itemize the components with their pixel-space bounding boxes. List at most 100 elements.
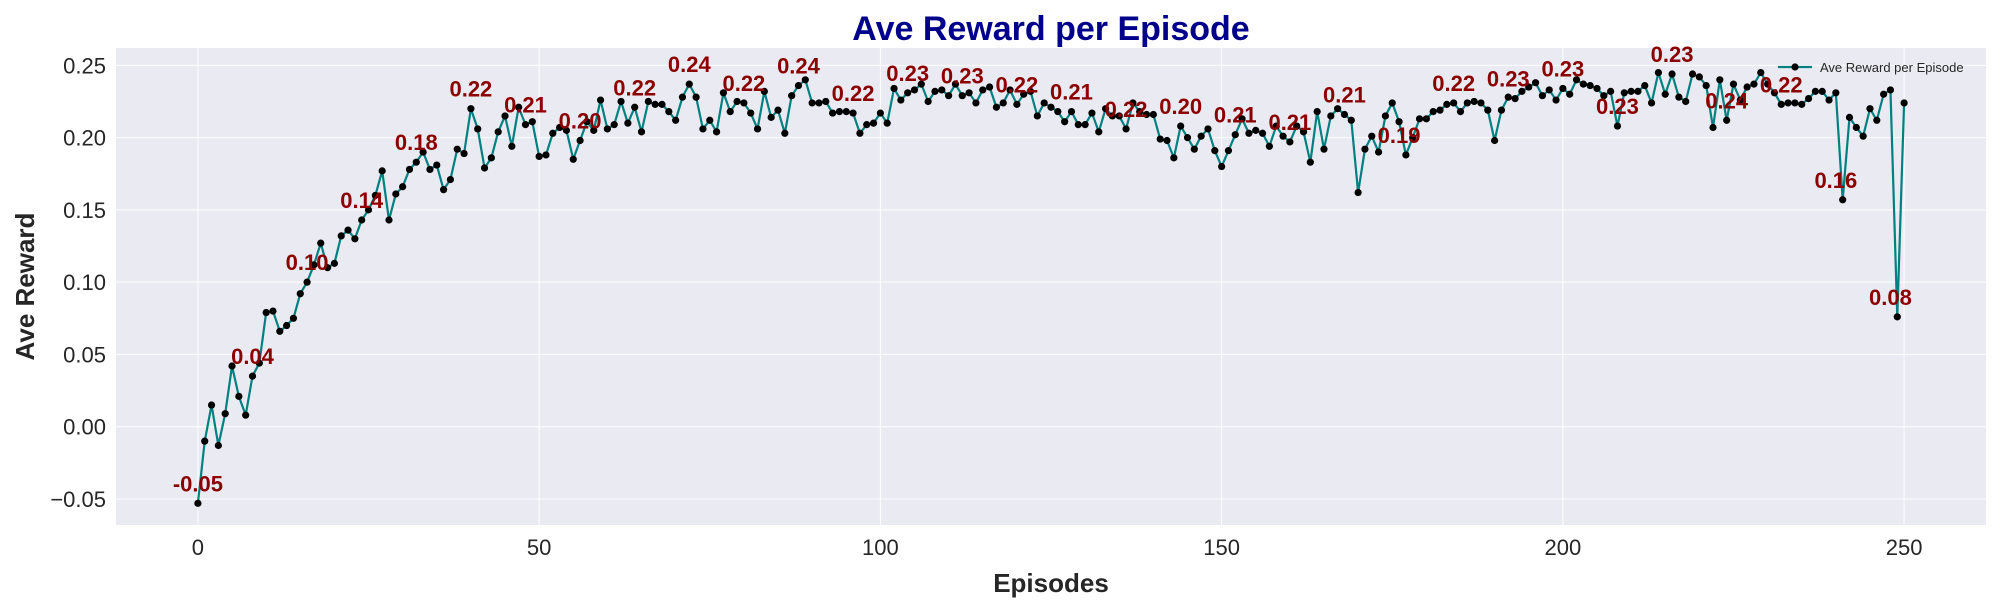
data-point — [412, 158, 420, 166]
data-point — [474, 125, 482, 133]
data-point — [1347, 116, 1355, 124]
data-point — [1238, 115, 1246, 123]
data-label: 0.21 — [1050, 80, 1093, 105]
data-label: 0.22 — [722, 71, 765, 96]
data-point — [890, 84, 898, 93]
data-point — [706, 116, 714, 124]
data-point — [1177, 122, 1185, 130]
data-label: 0.22 — [832, 81, 875, 106]
data-point — [1784, 99, 1792, 107]
data-label: 0.22 — [613, 75, 656, 100]
data-point — [617, 97, 625, 106]
data-point — [1429, 108, 1437, 116]
data-point — [665, 108, 673, 116]
data-point — [1654, 68, 1663, 77]
data-label: 0.22 — [1432, 71, 1475, 96]
data-point — [1033, 112, 1041, 120]
data-point — [1047, 103, 1055, 111]
data-point — [1531, 79, 1540, 87]
data-point — [678, 93, 687, 101]
data-point — [296, 290, 304, 298]
data-point — [1334, 105, 1342, 113]
x-tick-label: 200 — [1545, 535, 1582, 560]
data-label: 0.23 — [886, 61, 929, 86]
data-point — [1613, 122, 1622, 130]
data-point — [1163, 136, 1171, 145]
data-point — [1723, 116, 1731, 124]
data-point — [1791, 99, 1799, 107]
data-point — [1545, 86, 1553, 94]
data-label: -0.05 — [173, 471, 223, 496]
data-point — [781, 129, 789, 137]
data-point — [1839, 196, 1847, 204]
data-point — [699, 125, 707, 133]
data-point — [344, 226, 352, 234]
data-point — [1511, 94, 1519, 103]
data-point — [1463, 99, 1471, 107]
data-point — [637, 128, 646, 136]
data-point — [1743, 83, 1751, 91]
plot-area — [116, 48, 1986, 525]
data-point — [1893, 313, 1901, 321]
data-point — [692, 93, 700, 101]
data-label: 0.22 — [995, 72, 1038, 97]
data-point — [1388, 99, 1396, 107]
data-label: 0.21 — [1268, 110, 1311, 135]
data-point — [194, 499, 202, 507]
data-point — [1108, 112, 1117, 120]
data-point — [1484, 106, 1492, 114]
data-point — [801, 76, 809, 84]
legend-marker-swatch — [1791, 63, 1799, 71]
data-point — [576, 136, 584, 145]
data-point — [1218, 162, 1226, 171]
data-label: 0.23 — [1541, 56, 1584, 81]
data-point — [726, 108, 734, 116]
data-point — [1190, 145, 1198, 153]
data-point — [276, 327, 284, 335]
data-point — [1661, 90, 1669, 98]
data-point — [330, 259, 338, 267]
data-point — [1327, 112, 1335, 120]
data-point — [897, 96, 905, 104]
data-point — [842, 108, 850, 116]
data-point — [869, 119, 878, 127]
data-point — [999, 99, 1007, 107]
data-label: 0.23 — [1487, 67, 1530, 92]
data-point — [467, 105, 475, 113]
data-point — [1859, 132, 1867, 140]
data-point — [528, 118, 536, 126]
data-point — [1600, 92, 1608, 100]
data-point — [1491, 136, 1499, 145]
data-label: 0.22 — [1760, 72, 1803, 97]
data-point — [1682, 97, 1690, 106]
data-point — [1074, 121, 1082, 129]
data-point — [938, 86, 946, 94]
data-point — [1586, 81, 1594, 90]
data-point — [1845, 113, 1854, 121]
data-point — [1368, 132, 1376, 140]
x-axis-title: Episodes — [993, 568, 1109, 598]
data-point — [1702, 81, 1710, 90]
data-point — [235, 392, 243, 400]
data-point — [1804, 94, 1813, 103]
data-point — [1477, 99, 1485, 107]
data-point — [590, 126, 598, 134]
data-point — [1265, 142, 1273, 150]
data-point — [917, 80, 925, 88]
data-point — [1641, 81, 1649, 90]
data-point — [1798, 100, 1806, 108]
data-point — [924, 97, 932, 106]
data-point — [433, 161, 441, 169]
data-point — [876, 109, 884, 117]
data-point — [1811, 87, 1819, 95]
grid-lines — [116, 48, 1986, 525]
data-point — [1764, 80, 1772, 88]
data-point — [303, 278, 311, 286]
data-point — [1293, 122, 1301, 130]
data-point — [460, 149, 468, 158]
data-point — [439, 186, 448, 194]
y-tick-label: 0.05 — [63, 342, 106, 367]
data-point — [1634, 87, 1642, 95]
data-point — [310, 261, 318, 269]
data-point — [972, 99, 980, 107]
